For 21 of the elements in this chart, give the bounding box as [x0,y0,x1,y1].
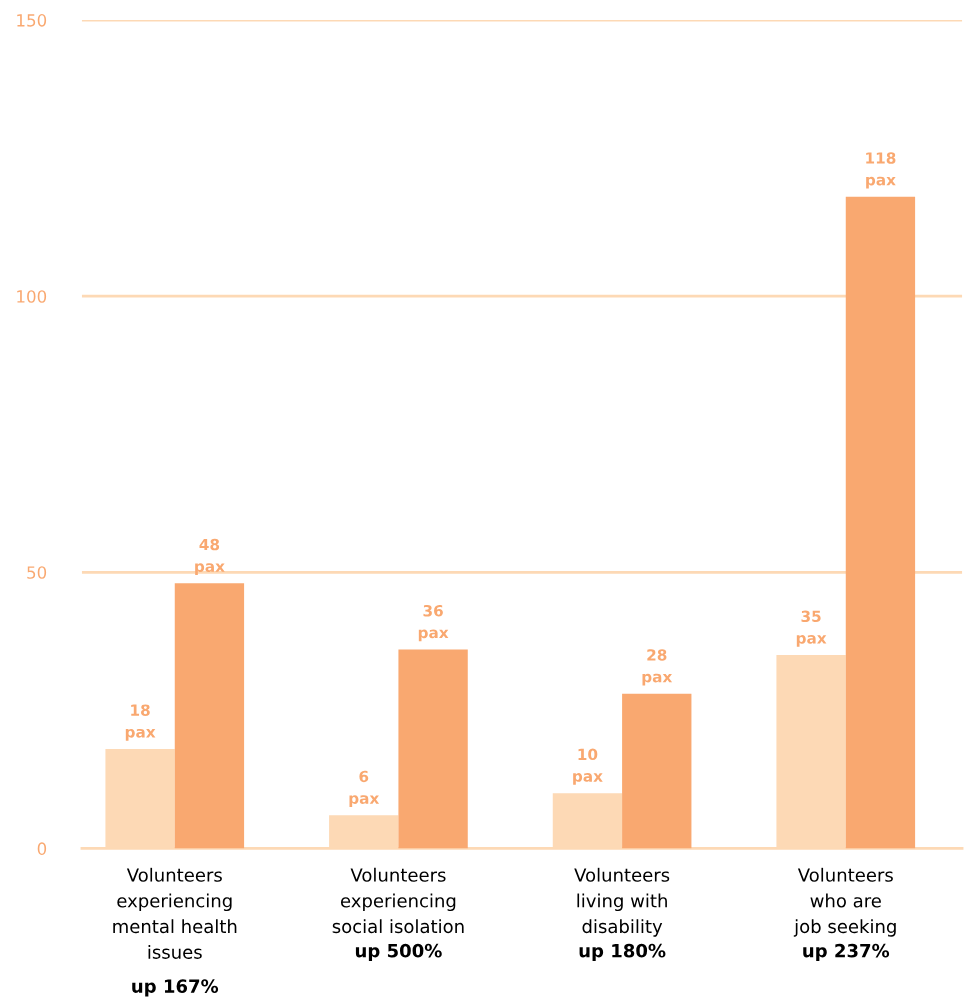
y-tick-label: 100 [17,290,47,303]
bar [622,693,692,849]
data-label: 36 pax [418,604,449,642]
x-tick-label: Volunteers experiencing mental health issues [113,867,237,959]
data-label: 48 pax [195,538,225,575]
bar [398,649,468,849]
data-label: 18 pax [125,704,156,741]
data-label: 35 pax [796,610,827,647]
text: up 167% [132,979,219,997]
data-label: 10 pax [573,748,603,785]
y-tick-label: 50 [27,566,47,579]
y-tick-label: 0 [37,842,47,855]
bar [845,196,916,849]
text: up 500% [355,943,442,961]
text: up 237% [803,943,890,961]
y-tick-label: 150 [17,14,47,27]
bar [174,583,245,849]
data-label: 118 pax [866,152,896,189]
text: up 180% [579,943,666,961]
data-label: 28 pax [642,649,673,686]
data-label: 6 pax [349,770,380,807]
